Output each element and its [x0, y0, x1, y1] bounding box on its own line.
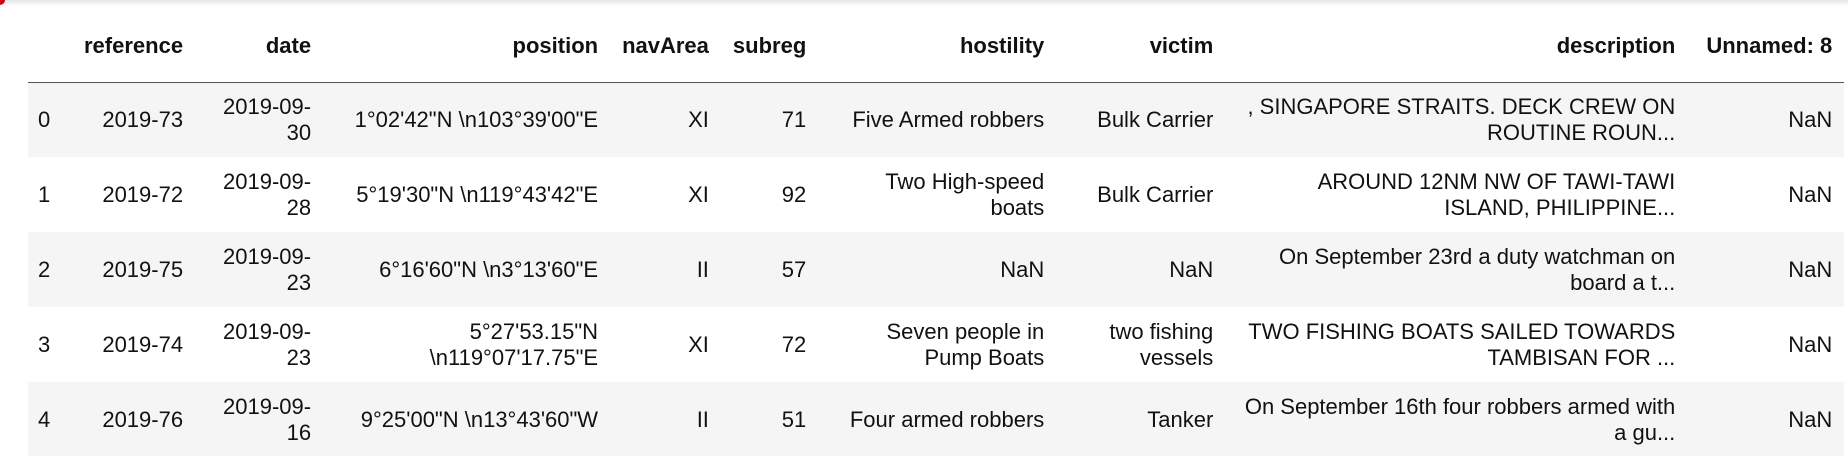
row-index: 2 — [38, 256, 51, 282]
cell-subreg: 51 — [781, 406, 807, 432]
header-row: reference date position navArea subreg h… — [28, 10, 1845, 83]
column-header-reference: reference — [72, 10, 196, 83]
dataframe-table: reference date position navArea subreg h… — [28, 10, 1845, 456]
cell-subreg: 72 — [781, 331, 807, 357]
cell-description: On September 16th four robbers armed wit… — [1244, 393, 1676, 445]
cell-hostility: Seven people in Pump Boats — [886, 318, 1045, 370]
column-header-victim: victim — [1056, 10, 1226, 83]
table-header: reference date position navArea subreg h… — [28, 10, 1845, 83]
cell-date: 2019-09-16 — [223, 393, 312, 445]
cell-position: 9°25'00"N \n13°43'60"W — [360, 406, 599, 432]
column-header-unnamed-8: Unnamed: 8 — [1693, 10, 1845, 83]
cell-description: , SINGAPORE STRAITS. DECK CREW ON ROUTIN… — [1247, 93, 1676, 145]
cell-position: 5°27'53.15"N \n119°07'17.75"E — [429, 318, 599, 370]
cell-hostility: Four armed robbers — [849, 406, 1045, 432]
cell-navarea: XI — [688, 106, 709, 132]
table-body: 0 2019-73 2019-09-30 1°02'42"N \n103°39'… — [28, 82, 1845, 456]
cell-unnamed-8: NaN — [1788, 256, 1833, 282]
cell-reference: 2019-75 — [102, 256, 184, 282]
column-header-hostility: hostility — [818, 10, 1057, 83]
cell-date: 2019-09-23 — [223, 318, 312, 370]
cell-description: AROUND 12NM NW OF TAWI-TAWI ISLAND, PHIL… — [1317, 168, 1676, 220]
cell-victim: Tanker — [1147, 406, 1214, 432]
column-header-position: position — [323, 10, 611, 83]
cell-reference: 2019-74 — [102, 331, 184, 357]
cell-subreg: 92 — [781, 181, 807, 207]
cell-position: 6°16'60"N \n3°13'60"E — [379, 256, 599, 282]
cell-navarea: XI — [688, 331, 709, 357]
cell-top-shadow — [0, 0, 1848, 6]
cell-unnamed-8: NaN — [1788, 331, 1833, 357]
cell-victim: two fishing vessels — [1109, 318, 1214, 370]
cell-unnamed-8: NaN — [1788, 181, 1833, 207]
cell-navarea: II — [696, 256, 709, 282]
cell-unnamed-8: NaN — [1788, 406, 1833, 432]
cell-hostility: NaN — [1000, 256, 1045, 282]
row-index: 0 — [38, 106, 51, 132]
cell-hostility: Five Armed robbers — [852, 106, 1045, 132]
cell-hostility: Two High-speed boats — [885, 168, 1045, 220]
cell-victim: Bulk Carrier — [1097, 181, 1214, 207]
cell-unnamed-8: NaN — [1788, 106, 1833, 132]
cell-subreg: 57 — [781, 256, 807, 282]
cell-navarea: XI — [688, 181, 709, 207]
table-row: 4 2019-76 2019-09-16 9°25'00"N \n13°43'6… — [28, 382, 1845, 456]
cell-position: 1°02'42"N \n103°39'00"E — [354, 106, 599, 132]
index-header — [28, 10, 72, 83]
cell-description: TWO FISHING BOATS SAILED TOWARDS TAMBISA… — [1248, 318, 1676, 370]
cell-reference: 2019-76 — [102, 406, 184, 432]
table-row: 1 2019-72 2019-09-28 5°19'30"N \n119°43'… — [28, 157, 1845, 232]
cell-corner-marker — [0, 0, 5, 5]
cell-description: On September 23rd a duty watchman on boa… — [1279, 243, 1676, 295]
column-header-description: description — [1225, 10, 1694, 83]
cell-reference: 2019-73 — [102, 106, 184, 132]
cell-victim: NaN — [1169, 256, 1214, 282]
cell-reference: 2019-72 — [102, 181, 184, 207]
row-index: 4 — [38, 406, 51, 432]
cell-date: 2019-09-28 — [223, 168, 312, 220]
cell-date: 2019-09-23 — [223, 243, 312, 295]
cell-victim: Bulk Carrier — [1097, 106, 1214, 132]
cell-subreg: 71 — [781, 106, 807, 132]
column-header-navarea: navArea — [610, 10, 721, 83]
row-index: 3 — [38, 331, 51, 357]
column-header-date: date — [195, 10, 324, 83]
cell-position: 5°19'30"N \n119°43'42"E — [356, 181, 599, 207]
column-header-subreg: subreg — [720, 10, 819, 83]
cell-navarea: II — [696, 406, 709, 432]
cell-date: 2019-09-30 — [223, 93, 312, 145]
table-row: 3 2019-74 2019-09-23 5°27'53.15"N \n119°… — [28, 307, 1845, 382]
row-index: 1 — [38, 181, 51, 207]
table-row: 0 2019-73 2019-09-30 1°02'42"N \n103°39'… — [28, 82, 1845, 157]
table-row: 2 2019-75 2019-09-23 6°16'60"N \n3°13'60… — [28, 232, 1845, 307]
